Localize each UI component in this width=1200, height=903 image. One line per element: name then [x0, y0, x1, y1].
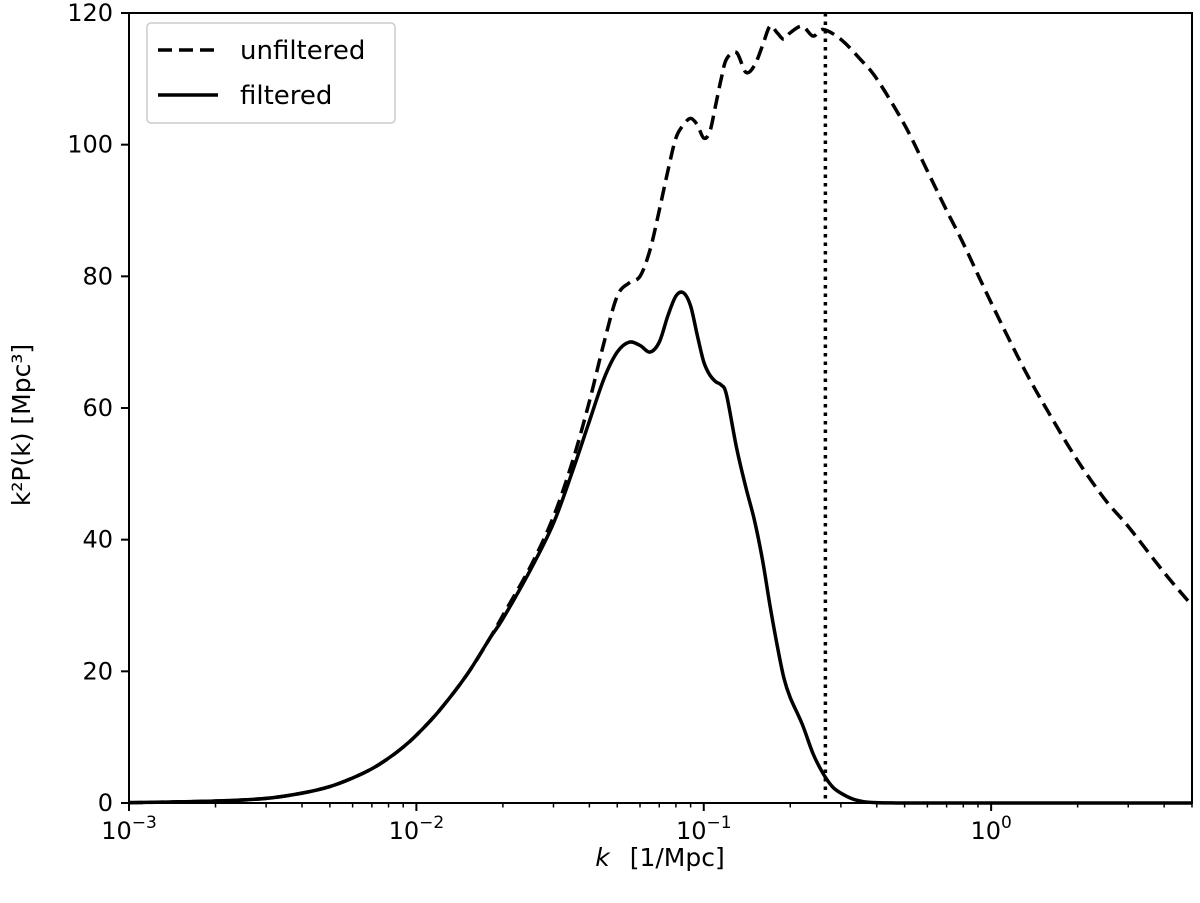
legend: unfiltered filtered: [146, 22, 396, 124]
x-tick-label: 10−1: [676, 813, 732, 845]
axis-ticks: 0 20 40 60 80 100 120 10−3 10−2 10−1 100: [67, 0, 1193, 845]
y-tick-label: 0: [98, 789, 113, 817]
y-tick-label: 100: [67, 131, 113, 159]
x-tick-label: 10−3: [101, 813, 157, 845]
y-tick-label: 60: [82, 394, 113, 422]
y-tick-label: 80: [82, 262, 113, 290]
series-line-filtered: [128, 290, 1192, 805]
y-tick-label: 120: [67, 0, 113, 27]
legend-box: [146, 22, 396, 124]
series-line-unfiltered: [128, 23, 1194, 805]
x-tick-label: 100: [970, 813, 1011, 845]
y-tick-label: 20: [82, 657, 113, 685]
x-tick-label: 10−2: [389, 813, 445, 845]
y-axis-label: k²P(k) [Mpc³]: [7, 344, 36, 506]
legend-label-unfiltered: unfiltered: [240, 36, 365, 66]
x-axis-label: k [1/Mpc]: [595, 843, 725, 872]
legend-label-filtered: filtered: [240, 81, 332, 111]
axes-frame: [128, 12, 1193, 804]
plot-lines: [128, 13, 1194, 805]
y-tick-label: 40: [82, 526, 113, 554]
plot-frame: [128, 12, 1193, 804]
